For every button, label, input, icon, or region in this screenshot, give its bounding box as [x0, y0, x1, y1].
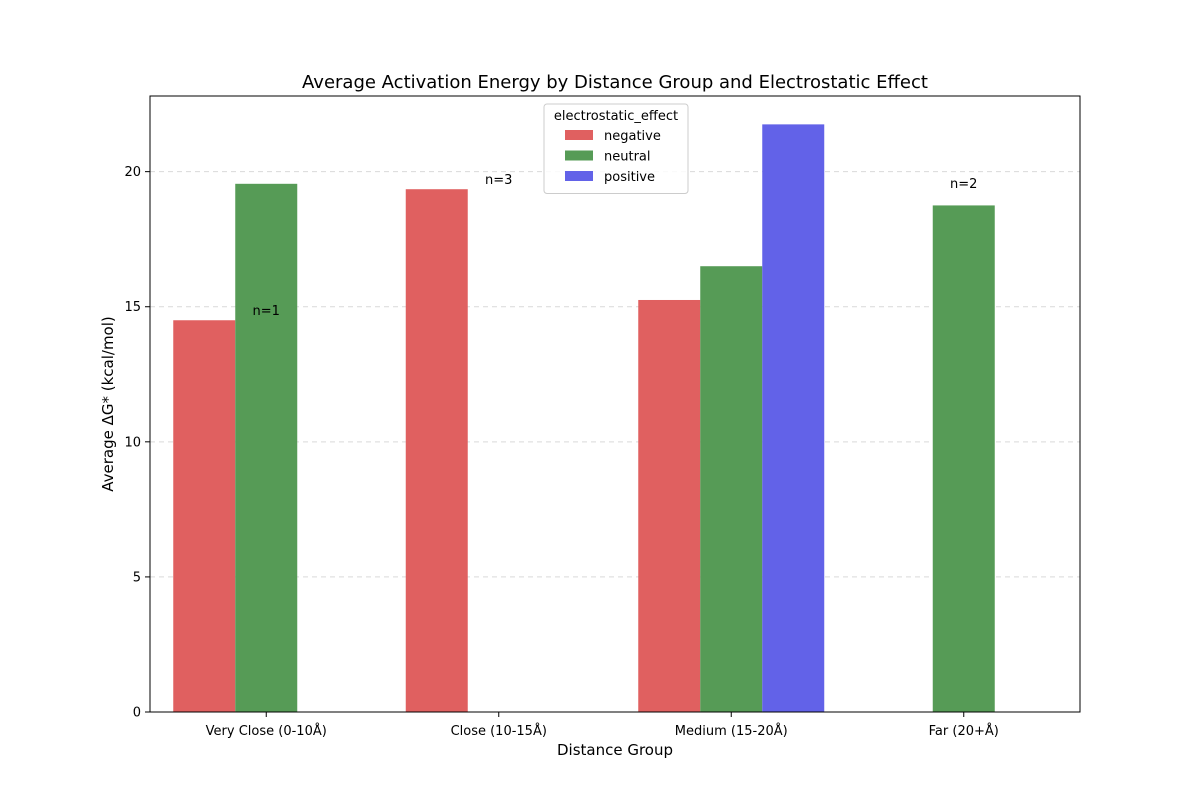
bars-group: [173, 124, 995, 713]
y-tick-label-1: 5: [133, 570, 141, 585]
bar-negative-0: [173, 320, 236, 712]
bar-negative-1: [405, 189, 468, 713]
legend-label-negative: negative: [604, 129, 661, 144]
y-tick-label-3: 15: [124, 300, 141, 315]
legend-swatch-positive: [565, 171, 593, 181]
x-tick-label-2: Medium (15-20Å): [675, 723, 788, 739]
legend: electrostatic_effect negative neutral posi…: [543, 103, 689, 194]
x-tick-label-3: Far (20+Å): [929, 723, 999, 739]
annotations-group: n=1 n=3 n=2: [253, 173, 978, 319]
x-tick-label-0: Very Close (0-10Å): [206, 723, 327, 739]
bar-neutral-3: [932, 205, 995, 712]
y-tick-label-2: 10: [124, 435, 141, 450]
x-axis-ticks: Very Close (0-10Å) Close (10-15Å) Medium (…: [206, 712, 999, 739]
y-tick-label-4: 20: [124, 165, 141, 180]
annotation-0: n=1: [253, 304, 280, 319]
legend-swatch-negative: [565, 130, 593, 140]
chart-title: Average Activation Energy by Distance Gr…: [302, 72, 928, 93]
bar-negative-2: [638, 299, 701, 712]
x-axis-label: Distance Group: [557, 741, 673, 759]
annotation-1: n=3: [485, 173, 512, 188]
legend-label-positive: positive: [604, 170, 655, 185]
grid-lines: [150, 171, 1080, 578]
bar-positive-2: [762, 124, 825, 713]
plot-frame: [149, 95, 1081, 713]
legend-items: negative neutral positive: [565, 129, 661, 185]
bar-neutral-2: [700, 266, 763, 712]
legend-title: electrostatic_effect: [554, 109, 678, 124]
annotation-2: n=2: [950, 177, 977, 192]
legend-swatch-neutral: [565, 150, 593, 161]
legend-label-neutral: neutral: [604, 150, 651, 165]
y-axis-label: Average ΔG* (kcal/mol): [99, 316, 117, 492]
y-tick-label-0: 0: [133, 706, 141, 721]
y-axis-ticks: 0 5 10 15 20: [124, 165, 150, 721]
bar-neutral-0: [235, 183, 298, 713]
x-tick-label-1: Close (10-15Å): [451, 723, 547, 739]
